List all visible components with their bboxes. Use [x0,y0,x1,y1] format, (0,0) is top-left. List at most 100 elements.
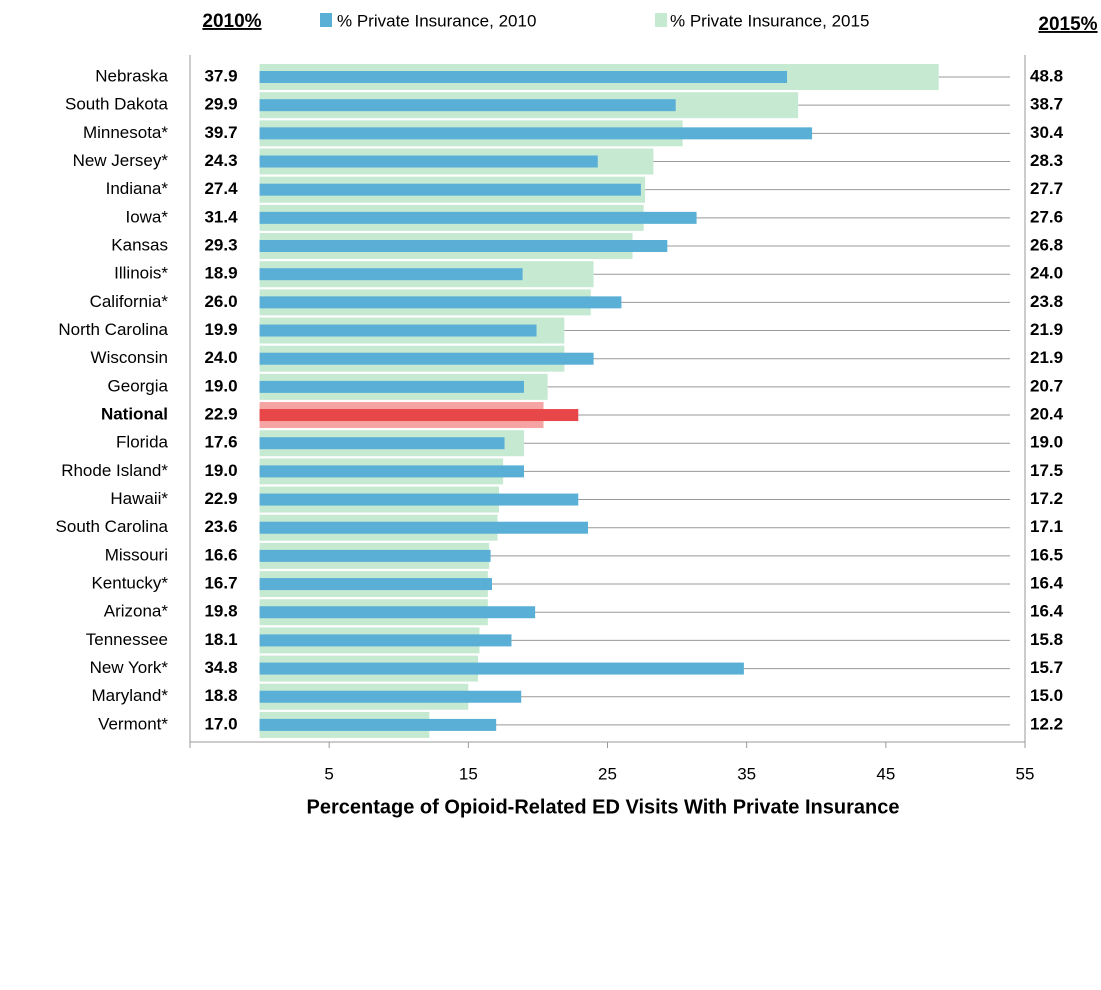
category-label: Rhode Island* [61,461,168,480]
value-label-2010: 17.6 [204,433,237,452]
category-label: California* [90,292,169,311]
value-label-2010: 26.0 [204,292,237,311]
bar-2010 [259,268,523,281]
bar-2010 [259,549,491,562]
bar-2010 [259,99,676,112]
legend-label: % Private Insurance, 2010 [337,11,536,30]
legend-swatch [655,13,667,27]
bar-2010 [259,409,579,422]
bar-2010 [259,437,505,450]
legend-label: % Private Insurance, 2015 [670,11,869,30]
bar-2010 [259,324,537,337]
value-label-2015: 12.2 [1030,714,1063,733]
x-tick-label: 25 [598,764,617,783]
category-label: Kansas [111,236,168,255]
x-tick-label: 45 [876,764,895,783]
value-label-2010: 34.8 [204,658,237,677]
bar-2010 [259,634,512,647]
value-label-2010: 16.6 [204,545,237,564]
value-label-2010: 37.9 [204,66,237,85]
x-tick-label: 55 [1016,764,1035,783]
category-label: South Dakota [65,95,169,114]
x-tick-label: 35 [737,764,756,783]
bar-2010 [259,183,641,196]
value-label-2015: 16.5 [1030,545,1063,564]
bar-2010 [259,240,668,253]
value-label-2015: 23.8 [1030,292,1063,311]
value-label-2015: 26.8 [1030,236,1063,255]
bar-2010 [259,352,594,365]
value-label-2010: 24.0 [204,348,237,367]
value-label-2015: 30.4 [1030,123,1064,142]
value-label-2015: 28.3 [1030,151,1063,170]
right-header: 2015% [1038,14,1097,35]
bar-2010 [259,521,589,534]
value-label-2015: 20.4 [1030,405,1064,424]
value-label-2010: 18.9 [204,264,237,283]
value-label-2015: 17.1 [1030,517,1063,536]
value-label-2015: 15.8 [1030,630,1063,649]
bar-2010 [259,690,522,703]
category-label: North Carolina [58,320,168,339]
value-label-2015: 48.8 [1030,66,1063,85]
value-label-2010: 18.1 [204,630,237,649]
value-label-2010: 16.7 [204,574,237,593]
value-label-2010: 31.4 [204,207,238,226]
category-label: Arizona* [104,602,169,621]
value-label-2015: 15.7 [1030,658,1063,677]
category-label: Missouri [105,545,168,564]
value-label-2010: 19.9 [204,320,237,339]
value-label-2015: 17.2 [1030,489,1063,508]
value-label-2015: 27.7 [1030,179,1063,198]
category-label: Georgia [108,376,169,395]
value-label-2010: 22.9 [204,489,237,508]
bar-2010 [259,578,492,591]
category-label: Maryland* [91,686,168,705]
value-label-2010: 29.9 [204,95,237,114]
category-label: Tennessee [86,630,168,649]
value-label-2015: 16.4 [1030,602,1064,621]
category-label: Wisconsin [91,348,168,367]
category-label: Minnesota* [83,123,168,142]
value-label-2015: 20.7 [1030,376,1063,395]
bar-2010 [259,296,622,309]
category-label: Indiana* [106,179,169,198]
bar-2010 [259,127,813,140]
bar-2010 [259,606,536,619]
value-label-2010: 23.6 [204,517,237,536]
value-label-2015: 16.4 [1030,574,1064,593]
value-label-2010: 17.0 [204,714,237,733]
value-label-2010: 19.0 [204,461,237,480]
bar-2010 [259,718,497,731]
category-label: Hawaii* [110,489,168,508]
value-label-2015: 21.9 [1030,348,1063,367]
category-label: South Carolina [56,517,169,536]
x-tick-label: 15 [459,764,478,783]
bar-2010 [259,493,579,506]
value-label-2010: 19.0 [204,376,237,395]
category-label: Kentucky* [91,574,168,593]
bar-2010 [259,465,524,478]
left-header: 2010% [202,11,261,32]
bar-2010 [259,71,788,83]
value-label-2010: 24.3 [204,151,237,170]
value-label-2010: 27.4 [204,179,238,198]
value-label-2015: 15.0 [1030,686,1063,705]
x-tick-label: 5 [324,764,333,783]
bar-2010 [259,155,598,168]
category-label: New Jersey* [73,151,169,170]
category-label: Nebraska [95,66,168,85]
category-label: Vermont* [98,714,168,733]
category-label: Illinois* [114,264,168,283]
value-label-2015: 24.0 [1030,264,1063,283]
value-label-2010: 39.7 [204,123,237,142]
bar-2010 [259,211,697,224]
value-label-2015: 38.7 [1030,95,1063,114]
value-label-2015: 21.9 [1030,320,1063,339]
category-label: National [101,405,168,424]
legend-swatch [320,13,332,27]
value-label-2010: 22.9 [204,405,237,424]
bar-2010 [259,662,744,675]
